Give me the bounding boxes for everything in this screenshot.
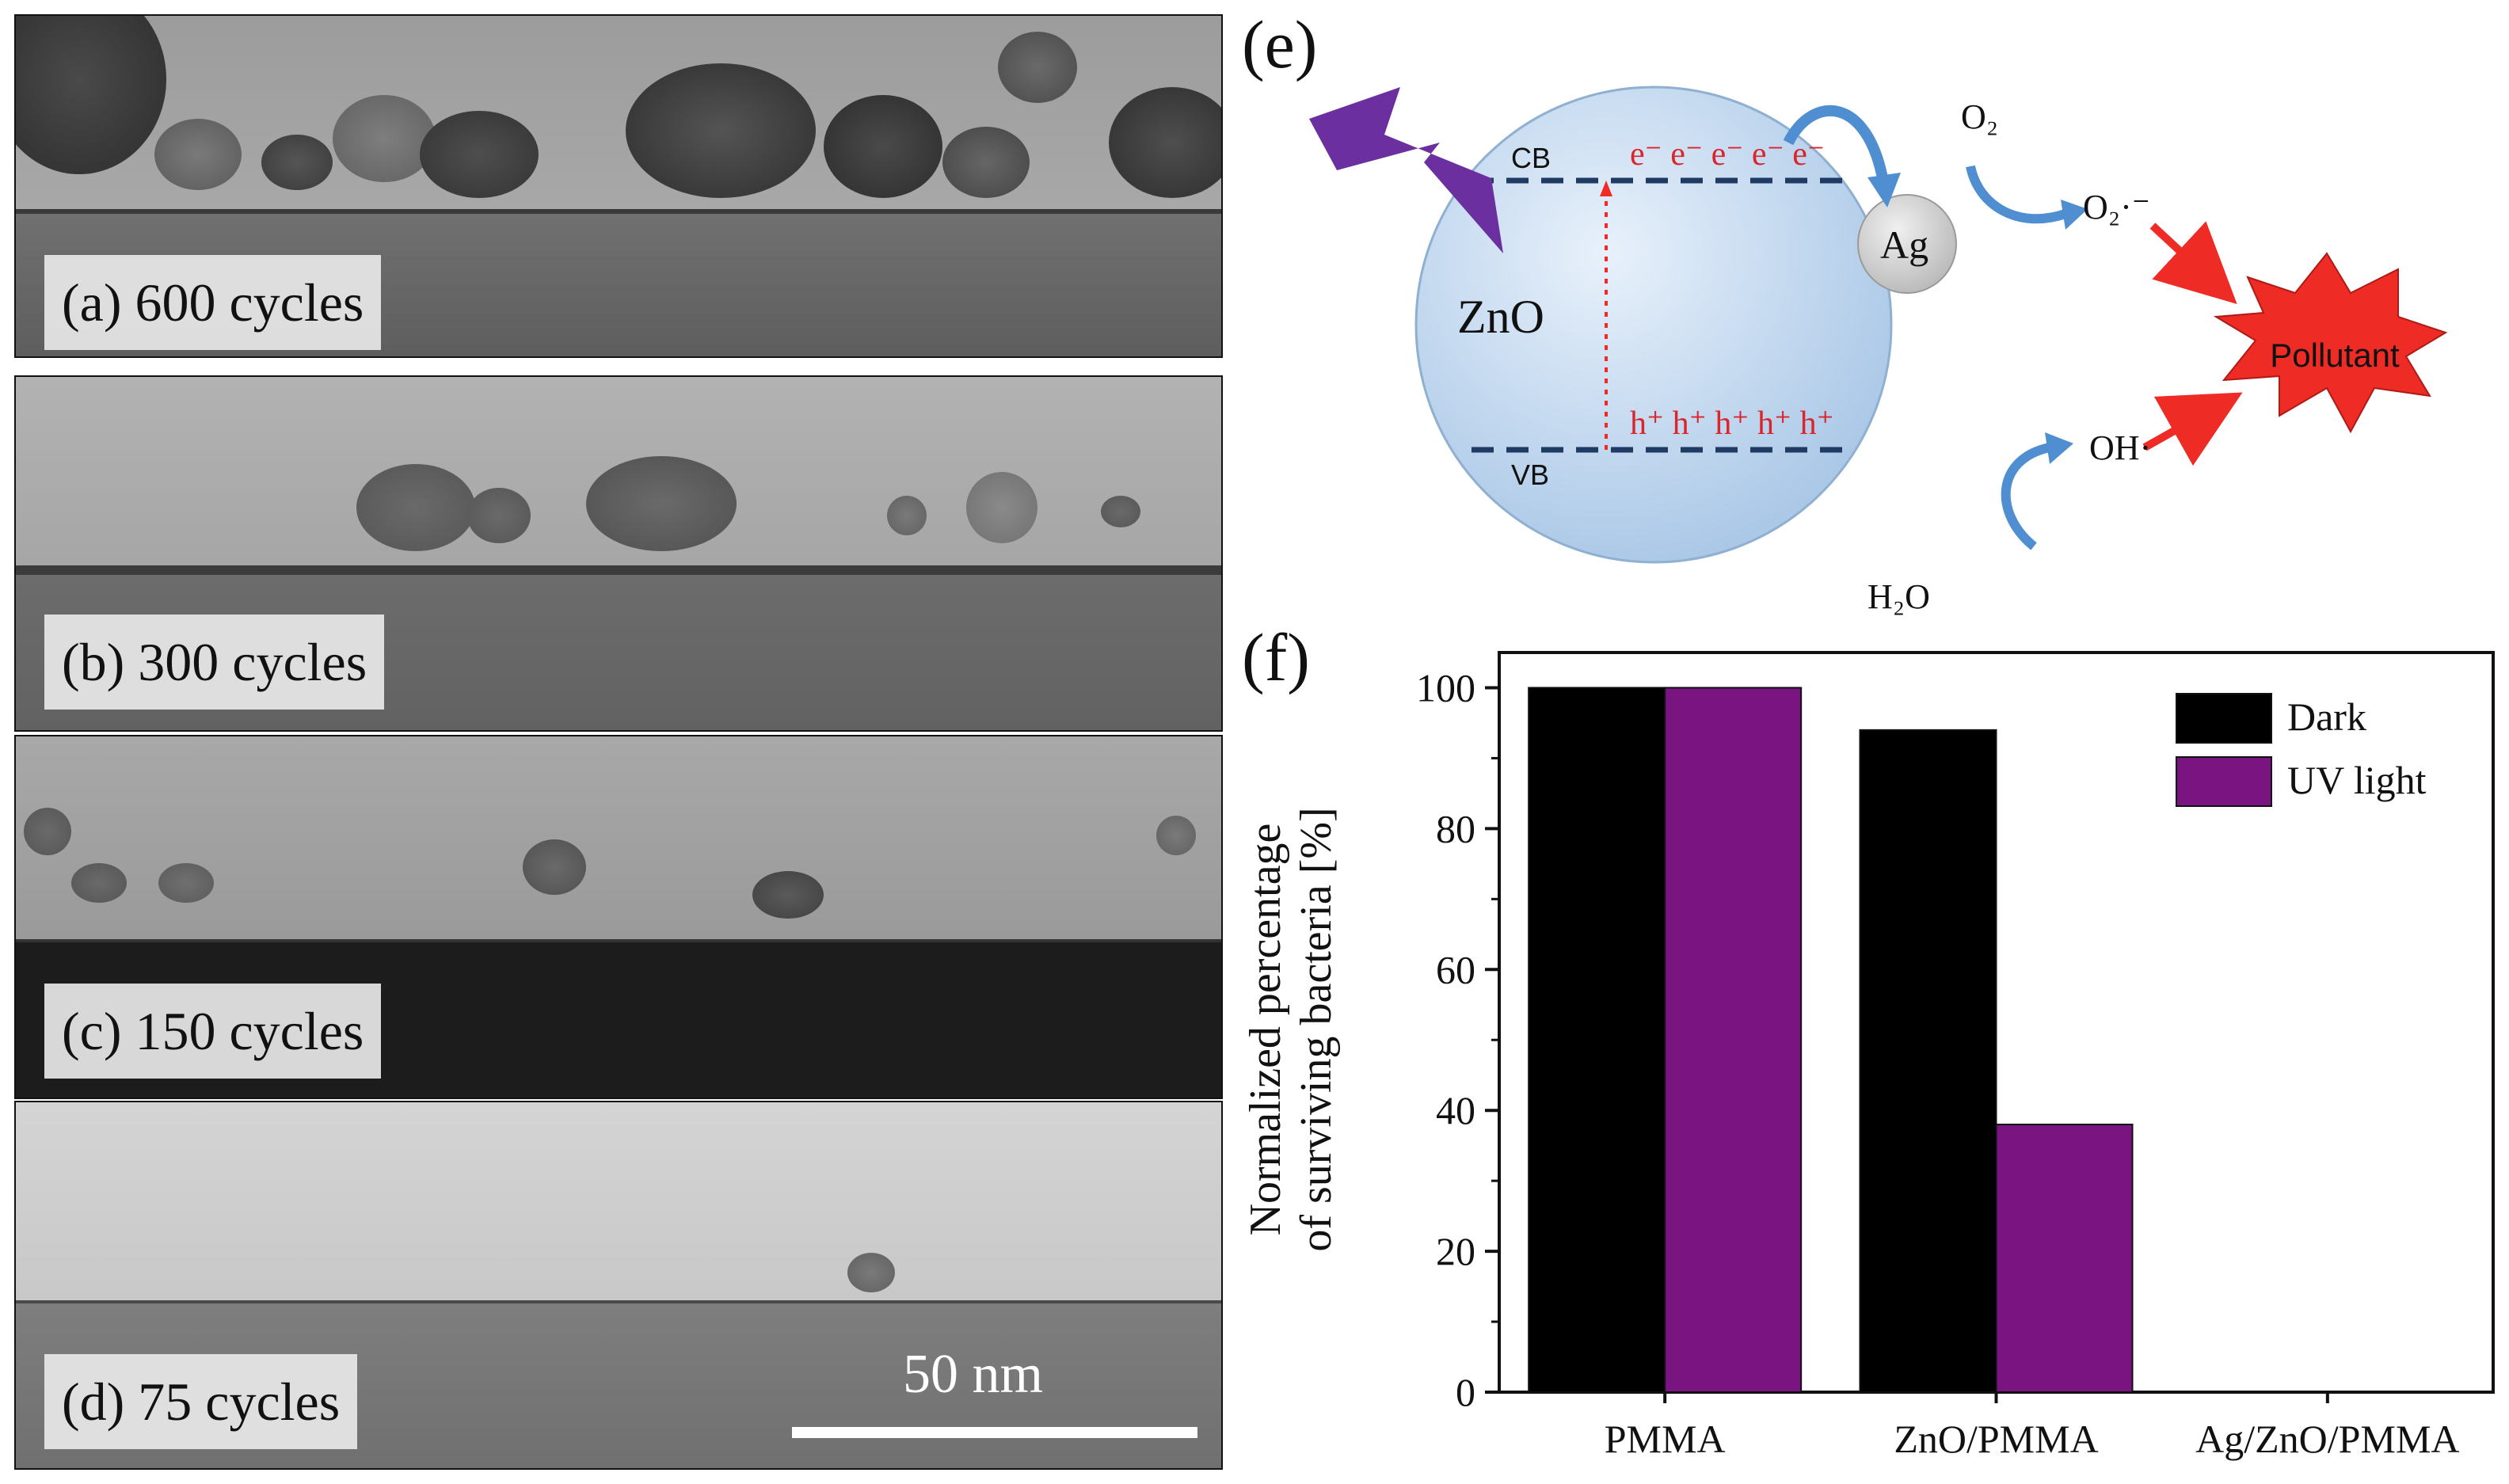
nanoparticle bbox=[158, 863, 214, 903]
nanoparticle bbox=[1109, 87, 1221, 198]
bacteria-survival-chart: PMMA ZnO/PMMA Ag/ZnO/PMMA 0 20 40 60 80 100 Dark… bbox=[1242, 651, 2495, 1461]
y-tick-label: 60 bbox=[1436, 947, 1475, 991]
nanoparticle bbox=[998, 32, 1077, 103]
legend-label: Dark bbox=[2287, 694, 2366, 739]
nanoparticle bbox=[1101, 496, 1140, 527]
legend-label: UV light bbox=[2287, 758, 2427, 802]
tem-panel-c: (c) 150 cycles bbox=[14, 735, 1223, 1099]
zno-sphere bbox=[1414, 86, 1893, 564]
nanoparticle bbox=[824, 95, 942, 198]
photocatalysis-scheme: CB VB e⁻ e⁻ e⁻ e⁻ e⁻ h⁺ h⁺ h⁺ h⁺ h⁺ ZnO … bbox=[1309, 86, 2448, 616]
water-oxidation-arrow-head bbox=[2045, 432, 2073, 464]
hydroxyl-to-pollutant-arrow bbox=[2142, 392, 2243, 466]
nanoparticle bbox=[24, 808, 71, 855]
lightning-icon bbox=[1309, 87, 1503, 253]
nanoparticle bbox=[333, 95, 436, 182]
legend-swatch bbox=[2176, 693, 2272, 744]
holes-label: h⁺ h⁺ h⁺ h⁺ h⁺ bbox=[1630, 405, 1834, 442]
pollutant-label: Pollutant bbox=[2270, 337, 2400, 374]
nanoparticle bbox=[847, 1253, 895, 1292]
y-tick-label: 80 bbox=[1436, 806, 1475, 850]
ag-particle bbox=[1857, 194, 1957, 294]
nanoparticle bbox=[887, 496, 927, 535]
nanoparticle bbox=[1156, 816, 1196, 855]
electrons-label: e⁻ e⁻ e⁻ e⁻ e⁻ bbox=[1630, 136, 1825, 173]
nanoparticle bbox=[586, 456, 737, 551]
tem-panel-a: (a) 600 cycles bbox=[14, 14, 1223, 358]
panel-label-a: (a) 600 cycles bbox=[44, 255, 382, 350]
pollutant-burst bbox=[2213, 252, 2448, 434]
nanoparticle bbox=[261, 135, 333, 190]
superoxide-label: O₂·⁻ bbox=[2083, 188, 2150, 226]
cb-label: CB bbox=[1511, 142, 1551, 174]
panel-letter-e: (e) bbox=[1242, 6, 1318, 82]
o2-reduction-arrow bbox=[1966, 165, 2067, 224]
o2-reduction-arrow-head bbox=[2061, 200, 2088, 230]
zno-label: ZnO bbox=[1457, 291, 1544, 343]
scale-bar bbox=[792, 1427, 1197, 1438]
y-tick-label: 100 bbox=[1416, 665, 1475, 710]
legend-swatch bbox=[2176, 756, 2272, 807]
panel-label-b: (b) 300 cycles bbox=[44, 615, 385, 710]
nanoparticle bbox=[942, 127, 1030, 198]
nanoparticle bbox=[752, 871, 824, 919]
panel-label-c: (c) 150 cycles bbox=[44, 984, 382, 1079]
x-tick-label: ZnO/PMMA bbox=[1894, 1417, 2098, 1461]
bar bbox=[1664, 687, 1803, 1393]
nanoparticle bbox=[966, 472, 1037, 543]
superoxide-to-pollutant-arrow bbox=[2149, 221, 2237, 305]
y-tick-label: 0 bbox=[1456, 1370, 1475, 1414]
electron-transfer-arrow bbox=[1783, 105, 1889, 184]
water-oxidation-arrow bbox=[2001, 443, 2051, 550]
nanoparticle bbox=[523, 839, 586, 895]
bar bbox=[1995, 1123, 2134, 1393]
nanoparticle bbox=[356, 464, 475, 551]
o2-label: O₂ bbox=[1961, 97, 1998, 136]
water-label: H₂O bbox=[1867, 577, 1930, 616]
bar bbox=[1528, 687, 1666, 1393]
ag-label: Ag bbox=[1880, 223, 1928, 267]
scale-bar-label: 50 nm bbox=[903, 1344, 1043, 1405]
electron-transfer-arrow-head bbox=[1867, 173, 1901, 207]
nanoparticle bbox=[71, 863, 127, 903]
nanoparticle bbox=[420, 111, 539, 198]
nanoparticle bbox=[154, 119, 242, 190]
y-tick-label: 20 bbox=[1436, 1229, 1475, 1273]
panel-label-d: (d) 75 cycles bbox=[44, 1354, 358, 1449]
excitation-arrow-head bbox=[1600, 181, 1612, 196]
y-axis-label-line2: of surviving bacteria [%] bbox=[1292, 807, 1341, 1251]
tem-panel-d: (d) 75 cycles 50 nm bbox=[14, 1101, 1223, 1470]
bar bbox=[1859, 729, 1997, 1394]
x-tick-label: PMMA bbox=[1605, 1417, 1726, 1461]
vb-label: VB bbox=[1511, 459, 1549, 491]
tem-panel-b: (b) 300 cycles bbox=[14, 375, 1223, 732]
panel-letter-f: (f) bbox=[1242, 619, 1310, 695]
nanoparticle bbox=[467, 488, 531, 543]
nanoparticle bbox=[626, 63, 816, 198]
hydroxyl-label: OH· bbox=[2089, 428, 2151, 467]
x-tick-label: Ag/ZnO/PMMA bbox=[2195, 1417, 2459, 1461]
y-axis-label-line1: Normalized percentage bbox=[1242, 824, 1290, 1236]
y-tick-label: 40 bbox=[1436, 1088, 1475, 1132]
